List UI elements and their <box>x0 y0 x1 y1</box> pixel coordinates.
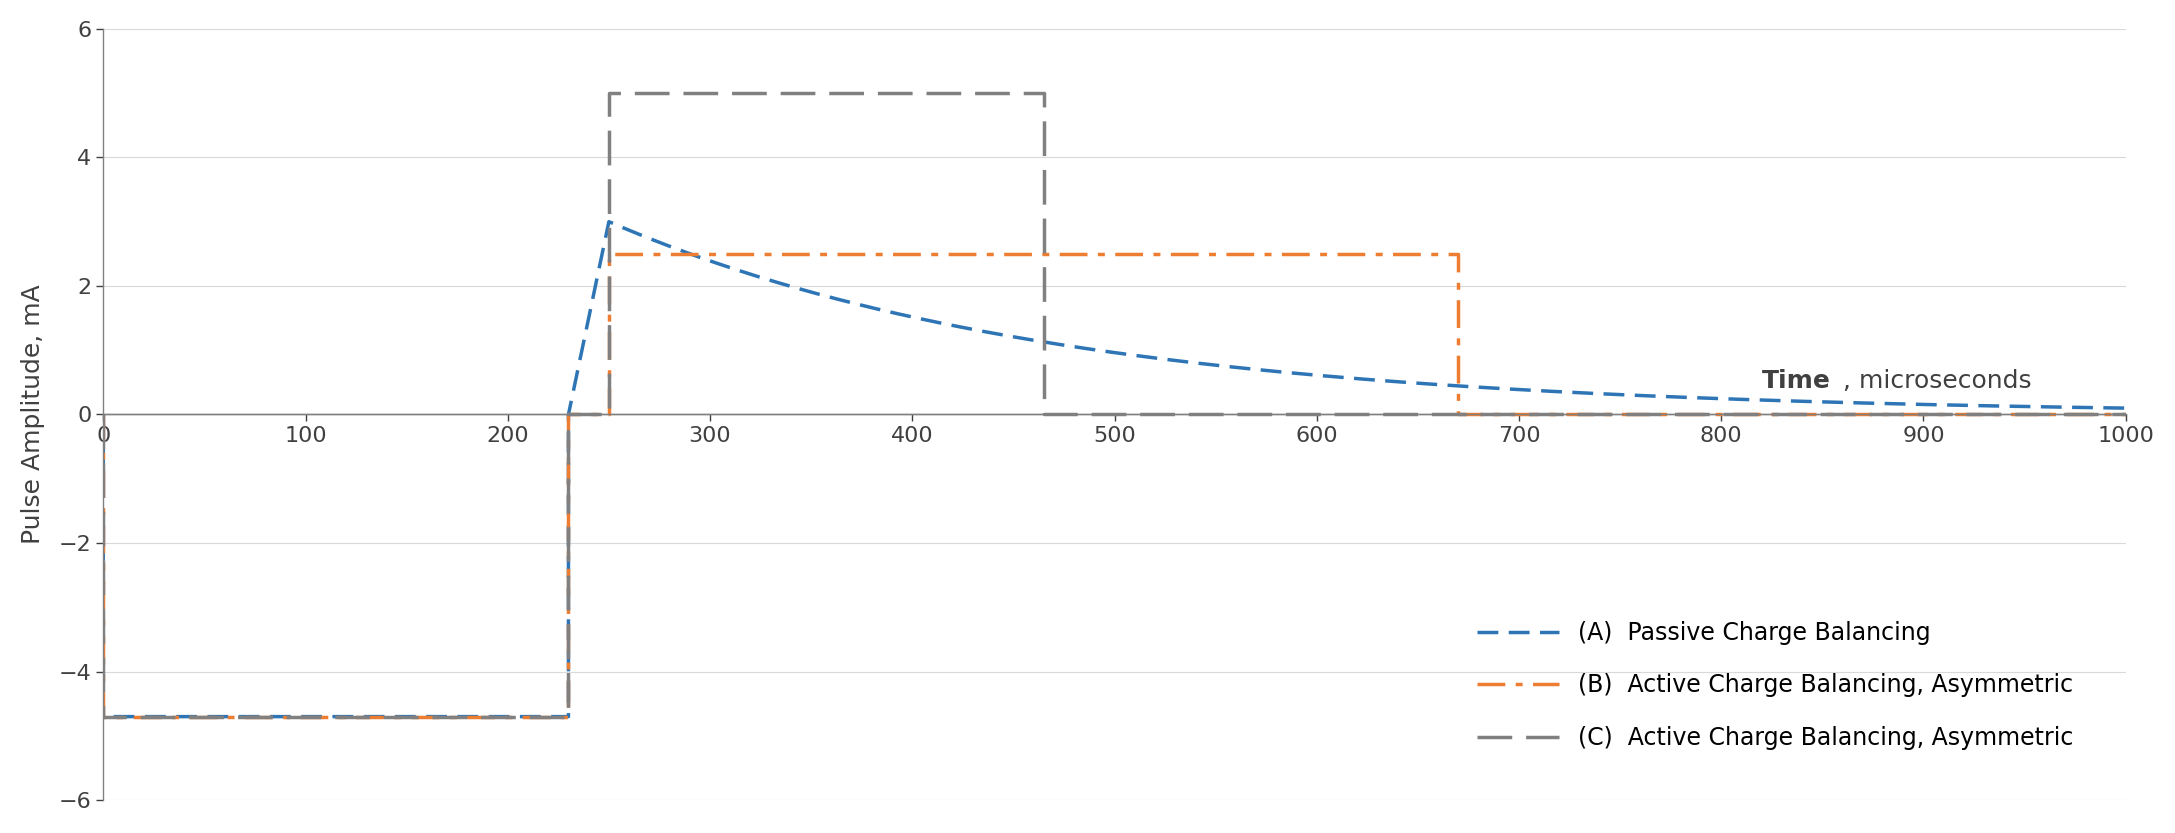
Y-axis label: Pulse Amplitude, mA: Pulse Amplitude, mA <box>22 285 46 545</box>
Text: Time: Time <box>1762 368 1831 392</box>
Text: , microseconds: , microseconds <box>1842 368 2031 392</box>
Legend: (A)  Passive Charge Balancing, (B)  Active Charge Balancing, Asymmetric, (C)  Ac: (A) Passive Charge Balancing, (B) Active… <box>1477 621 2073 750</box>
